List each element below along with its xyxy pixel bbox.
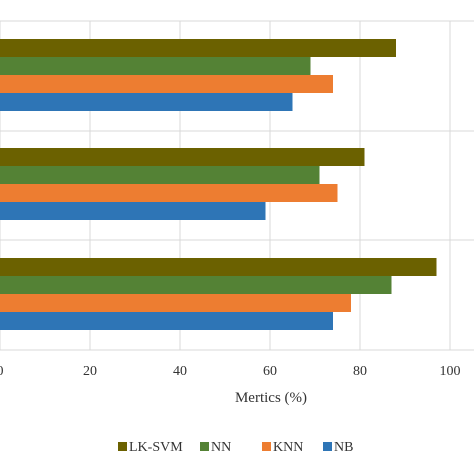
legend-label-nn: NN xyxy=(211,440,231,455)
x-tick-label-40: 40 xyxy=(173,364,187,379)
bar-nn-group-3 xyxy=(0,276,392,294)
legend-label-lk-svm: LK-SVM xyxy=(129,440,183,455)
legend-swatch-knn xyxy=(262,442,271,451)
bar-knn-group-1 xyxy=(0,75,333,93)
bars xyxy=(0,39,437,330)
x-tick-labels: 0 20 40 60 80 100 xyxy=(0,364,461,379)
bar-lk-svm-group-2 xyxy=(0,148,365,166)
legend-swatch-nb xyxy=(323,442,332,451)
legend-label-nb: NB xyxy=(334,440,353,455)
bar-lk-svm-group-3 xyxy=(0,258,437,276)
bar-knn-group-3 xyxy=(0,294,351,312)
bar-nb-group-1 xyxy=(0,93,293,111)
x-tick-label-100: 100 xyxy=(440,364,461,379)
bar-nn-group-1 xyxy=(0,57,311,75)
x-tick-label-20: 20 xyxy=(83,364,97,379)
legend-swatch-nn xyxy=(200,442,209,451)
x-axis-title: Mertics (%) xyxy=(235,390,307,406)
plot-frame xyxy=(0,20,474,351)
bar-nb-group-3 xyxy=(0,312,333,330)
bar-nn-group-2 xyxy=(0,166,320,184)
legend: LK-SVM NN KNN NB xyxy=(118,440,353,455)
bar-knn-group-2 xyxy=(0,184,338,202)
bar-nb-group-2 xyxy=(0,202,266,220)
x-tick-label-80: 80 xyxy=(353,364,367,379)
bar-lk-svm-group-1 xyxy=(0,39,396,57)
x-tick-label-60: 60 xyxy=(263,364,277,379)
legend-label-knn: KNN xyxy=(273,440,303,455)
x-tick-label-0: 0 xyxy=(0,364,4,379)
legend-swatch-lk-svm xyxy=(118,442,127,451)
